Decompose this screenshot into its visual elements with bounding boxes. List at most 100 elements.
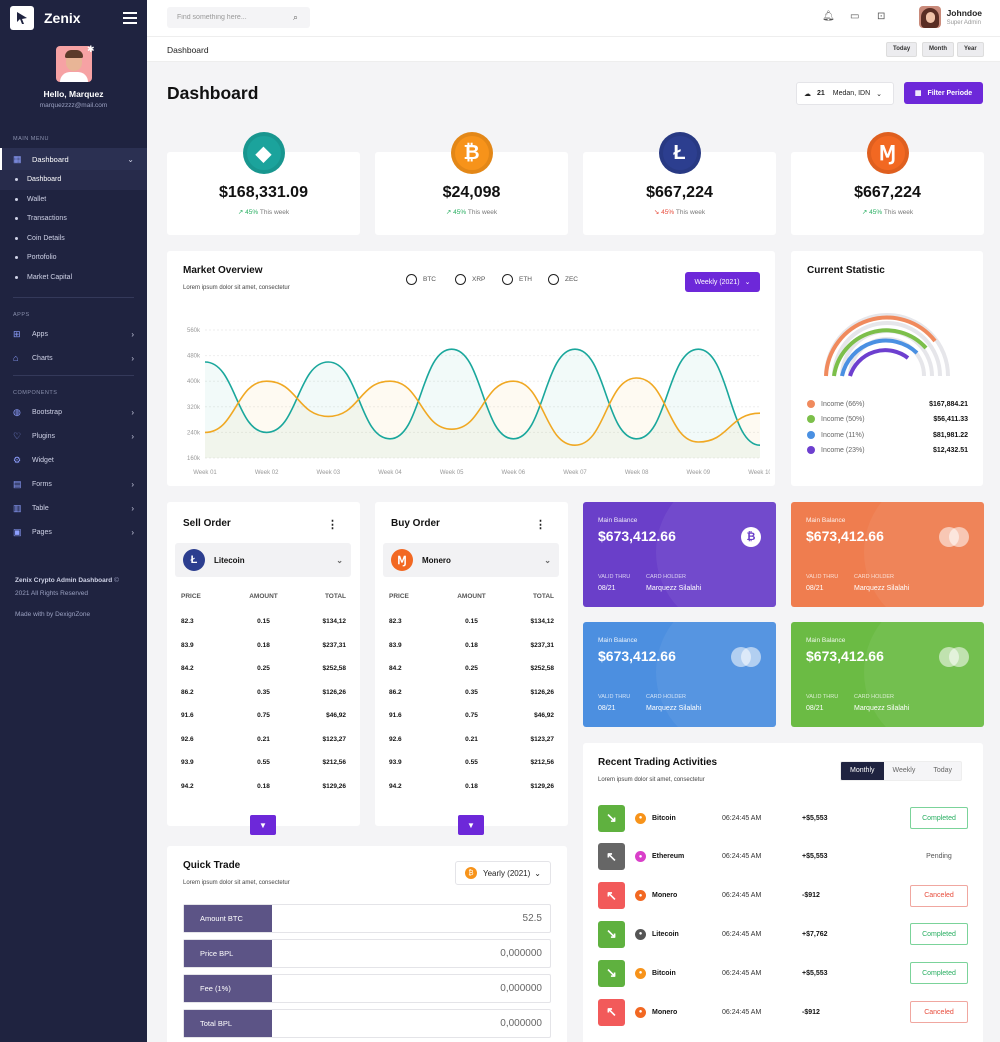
- gear-icon[interactable]: ✱: [87, 44, 95, 54]
- tab-monthly[interactable]: Monthly: [841, 762, 884, 780]
- balance-card[interactable]: Main Balance $673,412.66 VALID THRU CARD…: [791, 502, 984, 607]
- list-item[interactable]: ↖ ● Ethereum 06:24:45 AM +$5,553 Pending: [598, 843, 968, 871]
- buy-coin-select[interactable]: Ɱ Monero ⌄: [383, 543, 559, 577]
- coin-value: $24,098: [442, 184, 501, 201]
- list-item[interactable]: ↘ ● Litecoin 06:24:45 AM +$7,762 Completed: [598, 920, 968, 948]
- select-value: Litecoin: [214, 555, 245, 565]
- list-item[interactable]: ↖ ● Monero 06:24:45 AM -$912 Canceled: [598, 998, 968, 1026]
- market-chart: 160k 240k 320k 400k 480k 560k Week 01 Week 02 We…: [187, 328, 770, 476]
- balance-card[interactable]: Main Balance $673,412.66 ₿ VALID THRU CA…: [583, 502, 776, 607]
- sidebar-item-table[interactable]: ▥ Table ›: [0, 496, 147, 520]
- quick-trade-row: Total BPL 0,000000: [183, 1009, 551, 1038]
- submenu-transactions[interactable]: Transactions: [15, 209, 132, 229]
- hamburger-icon[interactable]: [123, 12, 137, 24]
- list-item[interactable]: ↖ ● Monero 06:24:45 AM -$912 Canceled: [598, 882, 968, 910]
- sidebar-item-bootstrap[interactable]: ◍ Bootstrap ›: [0, 400, 147, 424]
- arrow-up-left-icon: ↖: [598, 843, 625, 871]
- coin-change: ↗ 45% This week: [167, 208, 360, 216]
- status-badge[interactable]: Completed: [910, 962, 968, 985]
- x-tick-label: Week 01: [193, 470, 217, 476]
- tab-today[interactable]: Today: [933, 767, 953, 774]
- cell-amount: 0.15: [257, 618, 270, 625]
- trade-field-label: Total BPL: [184, 1010, 272, 1037]
- table-row: 91.6 0.75 $46,92: [389, 712, 554, 719]
- more-options-icon[interactable]: ⋮: [327, 519, 338, 531]
- expand-button[interactable]: ▼: [458, 815, 484, 835]
- table-row: 82.3 0.15 $134,12: [389, 618, 554, 625]
- legend-btc[interactable]: BTC: [406, 274, 436, 285]
- submenu-wallet[interactable]: Wallet: [15, 190, 132, 210]
- filter-periode-button[interactable]: ▦ Filter Periode: [904, 82, 983, 104]
- avatar[interactable]: [55, 46, 92, 82]
- list-item[interactable]: ↘ ● Bitcoin 06:24:45 AM +$5,553 Completed: [598, 959, 968, 987]
- stat-row: Income (11%) $81,981.22: [807, 431, 968, 439]
- weekly-range-select[interactable]: Weekly (2021) ⌄: [685, 272, 760, 292]
- sidebar-item-pages[interactable]: ▣ Pages ›: [0, 520, 147, 544]
- trend-up-icon: ↗: [237, 209, 244, 216]
- table-row: 86.2 0.35 $126,26: [389, 689, 554, 696]
- cell-price: 86.2: [389, 688, 402, 696]
- weather-widget[interactable]: ☁ 21 Medan, IDN ⌄: [796, 82, 894, 105]
- card-holder-value: Marquezz Silalahi: [646, 585, 702, 592]
- legend-eth[interactable]: ETH: [502, 274, 532, 285]
- chat-icon[interactable]: ▭: [850, 11, 860, 22]
- status-badge[interactable]: Completed: [910, 807, 968, 829]
- bell-icon[interactable]: 🔔︎: [822, 11, 835, 22]
- bitcoin-icon: ₿: [741, 527, 761, 547]
- chevron-right-icon: ›: [131, 479, 134, 489]
- balance-card[interactable]: Main Balance $673,412.66 VALID THRU CARD…: [583, 622, 776, 727]
- greeting: Hello, Marquez: [43, 89, 104, 99]
- coin-pct: 45%: [661, 209, 675, 216]
- cell-price: 82.3: [389, 618, 402, 625]
- trade-coin: Bitcoin: [652, 969, 676, 977]
- search-icon[interactable]: ⌕: [293, 12, 299, 22]
- status-badge[interactable]: Canceled: [910, 1001, 968, 1023]
- cell-price: 83.9: [389, 641, 402, 649]
- tab-weekly[interactable]: Weekly: [892, 767, 916, 774]
- sell-coin-select[interactable]: Ł Litecoin ⌄: [175, 543, 351, 577]
- cell-amount: 0.21: [465, 735, 478, 743]
- list-item[interactable]: ↘ ● Bitcoin 06:24:45 AM +$5,553 Completed: [598, 804, 968, 832]
- trade-time: 06:24:45 AM: [722, 853, 762, 861]
- dashboard-submenu: Dashboard Wallet Transactions Coin Detai…: [0, 170, 147, 287]
- legend-xrp[interactable]: XRP: [455, 274, 485, 285]
- trade-coin: Ethereum: [652, 853, 685, 861]
- yearly-range-select[interactable]: ₿ Yearly (2021) ⌄: [455, 861, 551, 885]
- sidebar-item-forms[interactable]: ▤ Forms ›: [0, 472, 147, 496]
- period-today-button[interactable]: Today: [886, 42, 918, 57]
- gift-icon[interactable]: ⊡: [877, 11, 886, 22]
- divider: [13, 375, 134, 376]
- period-year-button[interactable]: Year: [957, 42, 984, 57]
- coin-card-ethereum: ◆ $168,331.09 ↗ 45% This week: [167, 132, 360, 235]
- price-bpl-input[interactable]: 0,000000: [500, 948, 542, 959]
- amount-btc-input[interactable]: 52.5: [522, 913, 542, 924]
- submenu-dashboard[interactable]: Dashboard: [0, 170, 147, 190]
- search-input[interactable]: [167, 7, 310, 28]
- legend-zec[interactable]: ZEC: [548, 274, 578, 285]
- submenu-market-capital[interactable]: Market Capital: [15, 268, 132, 288]
- period-month-button[interactable]: Month: [922, 42, 954, 57]
- expand-button[interactable]: ▼: [250, 815, 276, 835]
- coin-card-monero: Ɱ $667,224 ↗ 45% This week: [791, 132, 984, 235]
- more-options-icon[interactable]: ⋮: [535, 519, 546, 531]
- sidebar-item-apps[interactable]: ⊞ Apps ›: [0, 322, 147, 346]
- total-bpl-input[interactable]: 0,000000: [500, 1018, 542, 1029]
- cell-total: $46,92: [534, 712, 554, 719]
- user-menu[interactable]: Johndoe Super Admin: [918, 6, 982, 28]
- fee-input[interactable]: 0,000000: [500, 983, 542, 994]
- submenu-portofolio[interactable]: Portofolio: [15, 248, 132, 268]
- balance-card[interactable]: Main Balance $673,412.66 VALID THRU CARD…: [791, 622, 984, 727]
- submenu-coin-details[interactable]: Coin Details: [15, 229, 132, 249]
- sidebar-item-dashboard[interactable]: ▦ Dashboard ⌄: [0, 148, 147, 170]
- sidebar-item-plugins[interactable]: ♡ Plugins ›: [0, 424, 147, 448]
- sub-header: Dashboard Today Month Year: [147, 37, 1000, 62]
- status-badge[interactable]: Completed: [910, 923, 968, 946]
- gauge-arc-1: [824, 315, 937, 377]
- status-badge[interactable]: Canceled: [910, 884, 968, 907]
- cell-total: $123,27: [530, 735, 555, 743]
- sidebar-item-charts[interactable]: ⌂ Charts ›: [0, 346, 147, 370]
- logo-icon[interactable]: [10, 6, 34, 30]
- table-row: 93.9 0.55 $212,56: [181, 759, 346, 766]
- sidebar-item-widget[interactable]: ⚙ Widget: [0, 448, 147, 472]
- status-badge[interactable]: Pending: [910, 845, 968, 868]
